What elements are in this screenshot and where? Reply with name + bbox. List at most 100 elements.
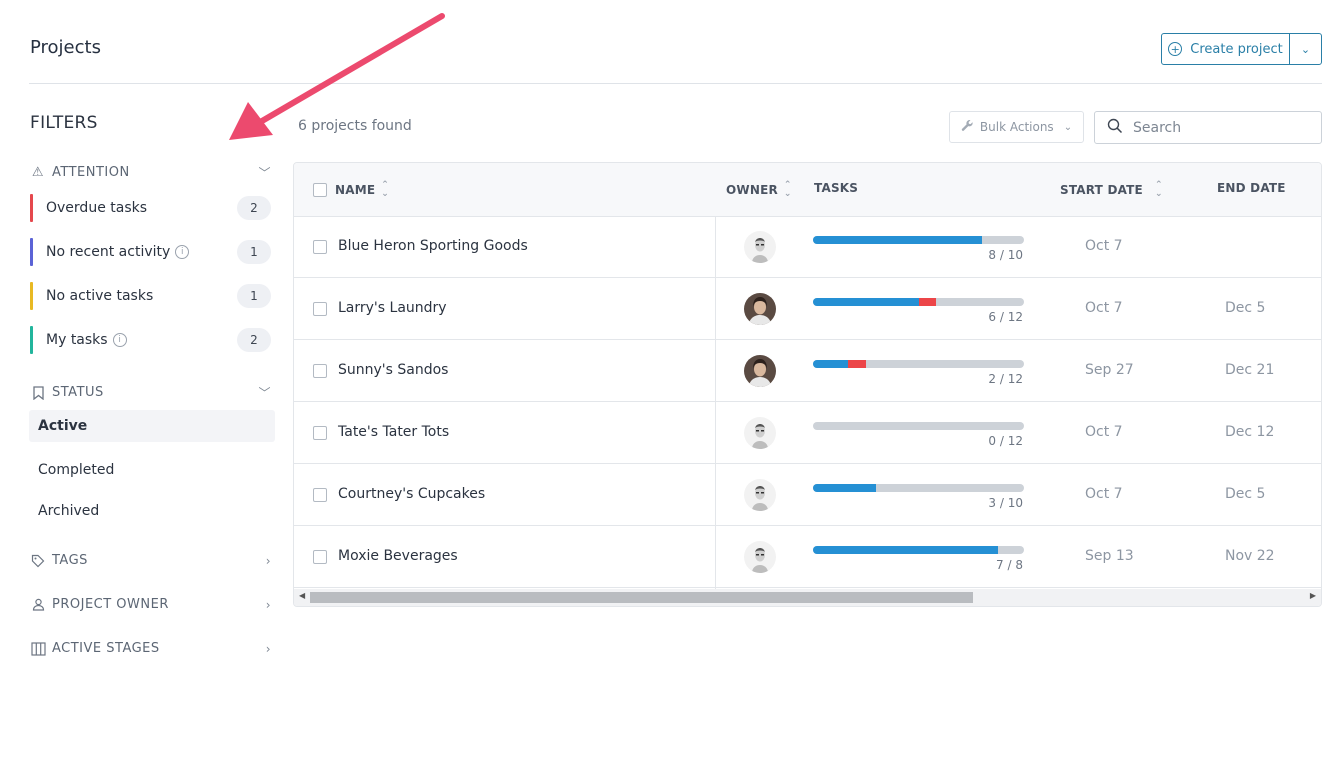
attention-filter-label: No recent activity xyxy=(46,244,171,260)
table-row[interactable]: Sunny's Sandos 2 / 12 Sep 27 Dec 21 xyxy=(294,341,1321,402)
end-date: Dec 5 xyxy=(1225,486,1266,502)
end-date: Dec 5 xyxy=(1225,300,1266,316)
scrollbar-thumb[interactable] xyxy=(310,592,973,603)
status-filter-item[interactable]: Completed xyxy=(38,462,115,478)
project-name[interactable]: Tate's Tater Tots xyxy=(338,424,450,440)
count-badge: 1 xyxy=(237,240,271,264)
table-row[interactable]: Blue Heron Sporting Goods 8 / 10 Oct 7 xyxy=(294,217,1321,278)
row-checkbox[interactable] xyxy=(313,364,327,378)
project-name[interactable]: Blue Heron Sporting Goods xyxy=(338,238,528,254)
tags-section-header[interactable]: TAGS › xyxy=(30,553,275,568)
column-header-tasks: TASKS xyxy=(814,181,858,195)
info-icon[interactable]: i xyxy=(175,245,190,259)
row-checkbox[interactable] xyxy=(313,550,327,564)
row-checkbox[interactable] xyxy=(313,426,327,440)
progress-done-segment xyxy=(813,360,849,368)
task-progress-bar xyxy=(813,236,1024,244)
task-fraction: 2 / 12 xyxy=(988,372,1023,386)
start-date: Oct 7 xyxy=(1085,424,1123,440)
table-row[interactable]: Tate's Tater Tots 0 / 12 Oct 7 Dec 12 xyxy=(294,403,1321,464)
info-icon[interactable]: i xyxy=(112,333,127,347)
status-filter-item[interactable]: Archived xyxy=(38,503,100,519)
projects-found-count: 6 projects found xyxy=(298,118,412,134)
progress-overdue-segment xyxy=(848,360,866,368)
task-progress-bar xyxy=(813,546,1024,554)
table-row[interactable]: Larry's Laundry 6 / 12 Oct 7 Dec 5 xyxy=(294,279,1321,340)
horizontal-scrollbar[interactable]: ◀ ▶ xyxy=(294,589,1321,606)
status-filter-item[interactable]: Active xyxy=(29,410,275,442)
owner-avatar xyxy=(744,355,776,387)
owner-avatar xyxy=(744,293,776,325)
task-progress-bar xyxy=(813,360,1024,368)
start-date: Oct 7 xyxy=(1085,300,1123,316)
task-progress-bar xyxy=(813,484,1024,492)
column-header-end-date[interactable]: END DATE xyxy=(1217,181,1286,195)
column-header-name[interactable]: NAME ⌃ ⌄ xyxy=(335,181,389,199)
column-header-owner[interactable]: OWNER ⌃ ⌄ xyxy=(726,181,792,199)
row-checkbox[interactable] xyxy=(313,302,327,316)
create-project-dropdown-button[interactable]: ⌄ xyxy=(1289,34,1321,64)
columns-icon xyxy=(30,641,46,656)
table-row[interactable]: Courtney's Cupcakes 3 / 10 Oct 7 Dec 5 xyxy=(294,465,1321,526)
column-name-label: NAME xyxy=(335,183,376,197)
scroll-left-icon[interactable]: ◀ xyxy=(299,591,306,600)
attention-filter-label: Overdue tasks xyxy=(46,200,148,216)
create-project-button-group: + Create project ⌄ xyxy=(1161,33,1322,65)
sort-icon: ⌃ ⌄ xyxy=(783,180,792,199)
end-date: Dec 21 xyxy=(1225,362,1275,378)
create-project-label: Create project xyxy=(1190,41,1283,57)
status-section-header[interactable]: STATUS ﹀ xyxy=(30,384,275,401)
start-date: Oct 7 xyxy=(1085,486,1123,502)
start-date: Sep 27 xyxy=(1085,362,1134,378)
scroll-right-icon[interactable]: ▶ xyxy=(1309,591,1316,600)
attention-filter-item[interactable]: Overdue tasks 2 xyxy=(30,194,271,222)
active-stages-section-header[interactable]: ACTIVE STAGES › xyxy=(30,641,275,656)
attention-filter-item[interactable]: No recent activity i 1 xyxy=(30,238,271,266)
task-fraction: 6 / 12 xyxy=(988,310,1023,324)
project-name[interactable]: Sunny's Sandos xyxy=(338,362,449,378)
active-stages-label: ACTIVE STAGES xyxy=(52,641,160,656)
project-name[interactable]: Moxie Beverages xyxy=(338,548,458,564)
attention-filter-item[interactable]: No active tasks 1 xyxy=(30,282,271,310)
project-owner-section-header[interactable]: PROJECT OWNER › xyxy=(30,597,275,612)
progress-overdue-segment xyxy=(918,298,937,306)
column-tasks-label: TASKS xyxy=(814,181,859,195)
table-header: NAME ⌃ ⌄ OWNER ⌃ ⌄ TASKS START DATE ⌃ ⌄ END… xyxy=(294,163,1321,217)
bulk-actions-button[interactable]: Bulk Actions ⌄ xyxy=(949,111,1084,143)
end-date: Dec 12 xyxy=(1225,424,1275,440)
count-badge: 2 xyxy=(237,196,271,220)
project-name[interactable]: Courtney's Cupcakes xyxy=(338,486,486,502)
table-row[interactable]: Moxie Beverages 7 / 8 Sep 13 Nov 22 xyxy=(294,527,1321,588)
owner-avatar xyxy=(744,479,776,511)
color-indicator xyxy=(30,326,33,354)
chevron-right-icon: › xyxy=(265,641,271,656)
header-divider xyxy=(29,83,1322,84)
create-project-button[interactable]: + Create project xyxy=(1162,34,1289,64)
select-all-checkbox[interactable] xyxy=(313,183,327,197)
name-column-divider xyxy=(715,217,716,589)
row-checkbox[interactable] xyxy=(313,240,327,254)
attention-label: ATTENTION xyxy=(52,165,130,180)
project-owner-label: PROJECT OWNER xyxy=(52,597,169,612)
progress-done-segment xyxy=(813,484,877,492)
search-input[interactable] xyxy=(1133,119,1303,136)
wrench-icon xyxy=(961,119,974,135)
plus-circle-icon: + xyxy=(1168,42,1183,56)
attention-filter-item[interactable]: My tasks i 2 xyxy=(30,326,271,354)
chevron-down-icon: ﹀ xyxy=(258,386,271,400)
task-progress-bar xyxy=(813,422,1024,430)
owner-avatar xyxy=(744,231,776,263)
row-checkbox[interactable] xyxy=(313,488,327,502)
color-indicator xyxy=(30,282,33,310)
column-end-label: END DATE xyxy=(1217,181,1286,195)
column-header-start-date[interactable]: START DATE ⌃ ⌄ xyxy=(1060,181,1163,199)
chevron-right-icon: › xyxy=(265,597,271,612)
attention-section-header[interactable]: ⚠ ATTENTION ﹀ xyxy=(30,164,275,181)
sort-icon: ⌃ ⌄ xyxy=(381,180,390,199)
project-name[interactable]: Larry's Laundry xyxy=(338,300,447,316)
end-date: Nov 22 xyxy=(1225,548,1275,564)
task-fraction: 7 / 8 xyxy=(996,558,1023,572)
search-box xyxy=(1094,111,1322,144)
bulk-actions-label: Bulk Actions xyxy=(979,120,1054,134)
user-icon xyxy=(30,598,46,611)
